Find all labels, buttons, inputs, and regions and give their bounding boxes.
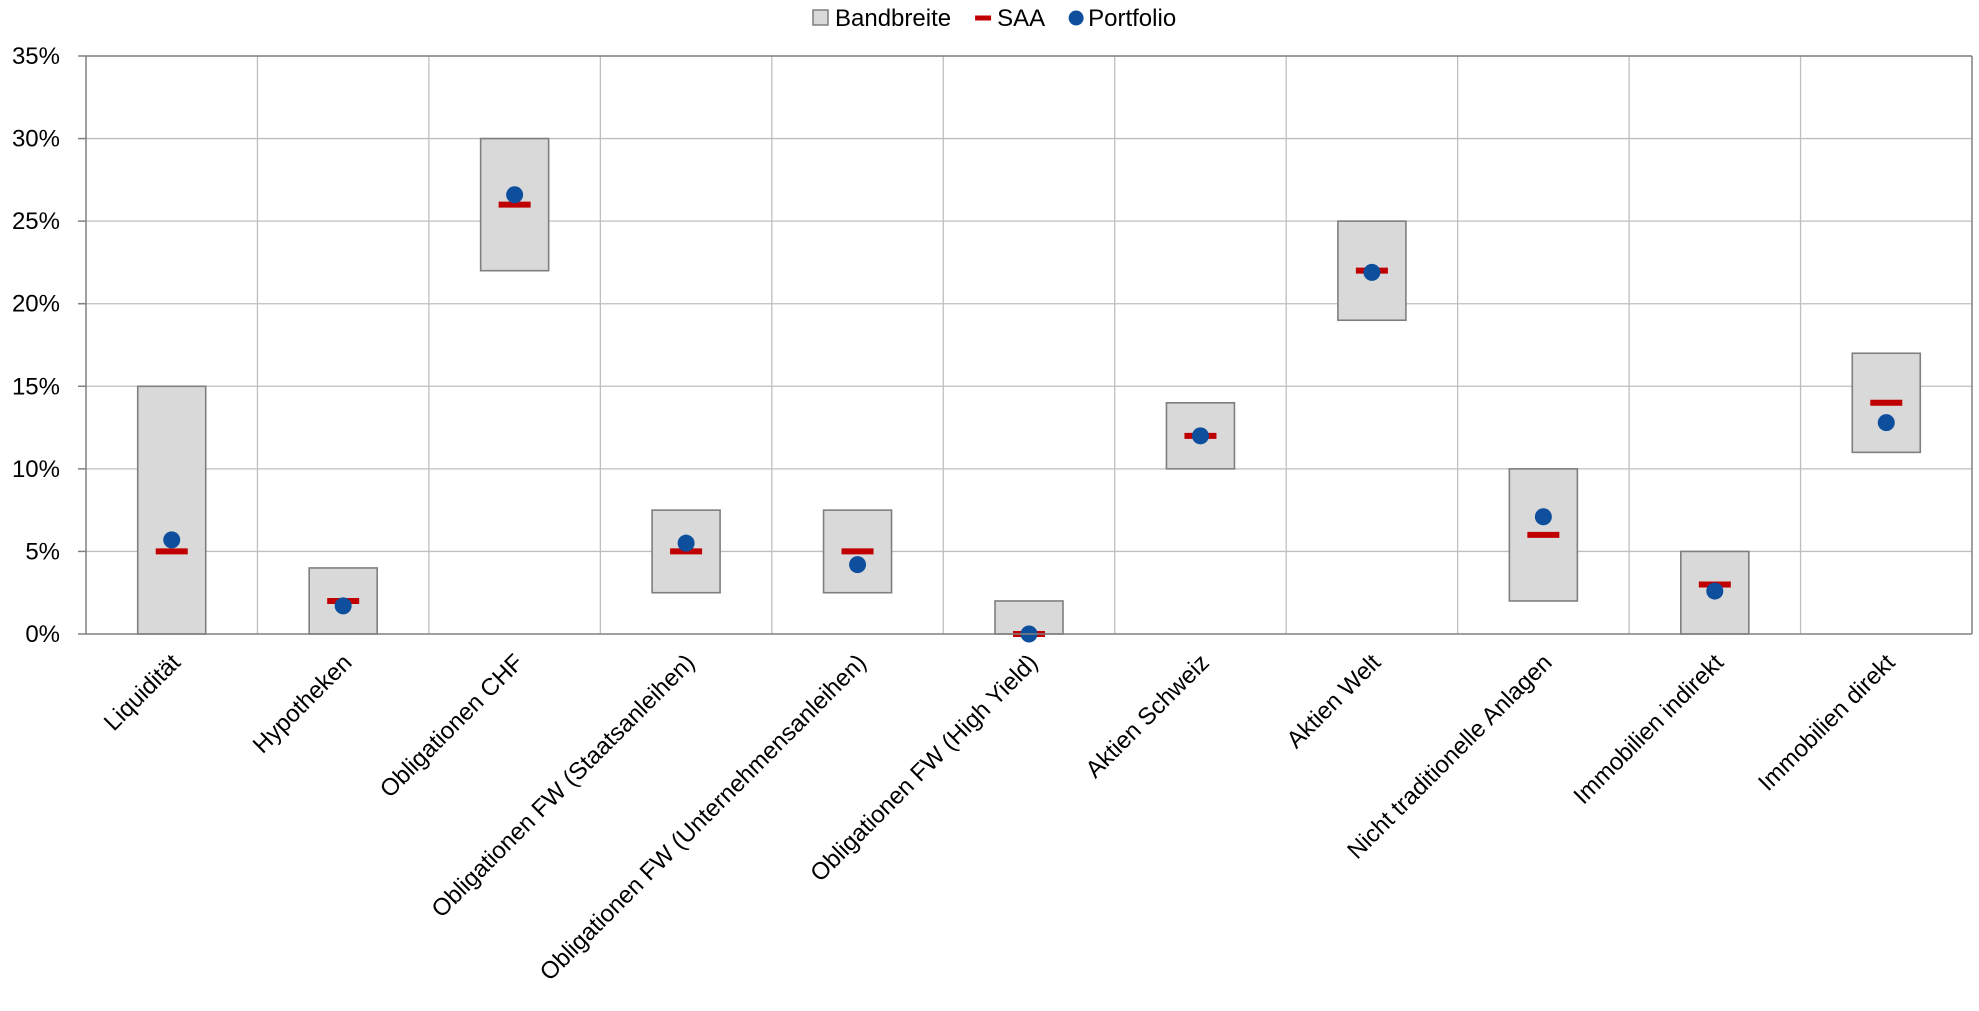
category-label-immobilien-indirekt: Immobilien indirekt	[1568, 649, 1729, 810]
category-label-obligationen-fw-unternehmensanleihen: Obligationen FW (Unternehmensanleihen)	[535, 649, 872, 986]
category-label-aktien-schweiz: Aktien Schweiz	[1081, 649, 1215, 783]
portfolio-point	[506, 186, 524, 204]
y-tick-label: 25%	[12, 208, 60, 235]
category-label-hypotheken: Hypotheken	[248, 649, 358, 759]
y-tick-label: 15%	[12, 373, 60, 400]
legend: Bandbreite SAA Portfolio	[812, 5, 1176, 32]
portfolio-point	[163, 531, 181, 549]
y-tick-label: 20%	[12, 291, 60, 318]
plot-marks	[136, 137, 1922, 643]
y-tick-label: 30%	[12, 126, 60, 153]
legend-item-portfolio: Portfolio	[1068, 5, 1176, 32]
portfolio-point	[849, 556, 867, 574]
portfolio-point	[1706, 582, 1724, 600]
y-tick-label: 35%	[12, 43, 60, 70]
gridlines	[86, 55, 1972, 634]
legend-label: Bandbreite	[835, 5, 951, 32]
legend-item-bandbreite: Bandbreite	[812, 5, 951, 32]
plot-frame	[78, 55, 1973, 635]
range-box	[136, 385, 207, 635]
portfolio-point	[677, 534, 695, 552]
portfolio-point	[1191, 427, 1209, 445]
legend-label: Portfolio	[1088, 5, 1176, 32]
portfolio-point	[334, 597, 352, 615]
legend-swatch-portfolio	[1068, 10, 1084, 26]
category-label-obligationen-chf: Obligationen CHF	[375, 649, 529, 803]
y-axis: 0% 5% 10% 15% 20% 25% 30% 35%	[12, 43, 60, 648]
category-label-nicht-traditionelle-anlagen: Nicht traditionelle Anlagen	[1342, 649, 1557, 864]
y-tick-label: 0%	[25, 621, 60, 648]
portfolio-point	[1363, 263, 1381, 281]
portfolio-point	[1534, 508, 1552, 526]
legend-swatch-bandbreite	[812, 9, 829, 26]
y-tick-label: 10%	[12, 456, 60, 483]
legend-label: SAA	[997, 5, 1045, 32]
category-label-immobilien-direkt: Immobilien direkt	[1753, 649, 1901, 797]
category-label-aktien-welt: Aktien Welt	[1282, 649, 1387, 754]
y-tick-label: 5%	[25, 538, 60, 565]
legend-item-saa: SAA	[975, 5, 1045, 32]
portfolio-point	[1877, 414, 1895, 432]
x-axis: Liquidität Hypotheken Obligationen CHFObli…	[99, 649, 1901, 986]
category-label-liquiditaet: Liquidität	[99, 649, 186, 736]
